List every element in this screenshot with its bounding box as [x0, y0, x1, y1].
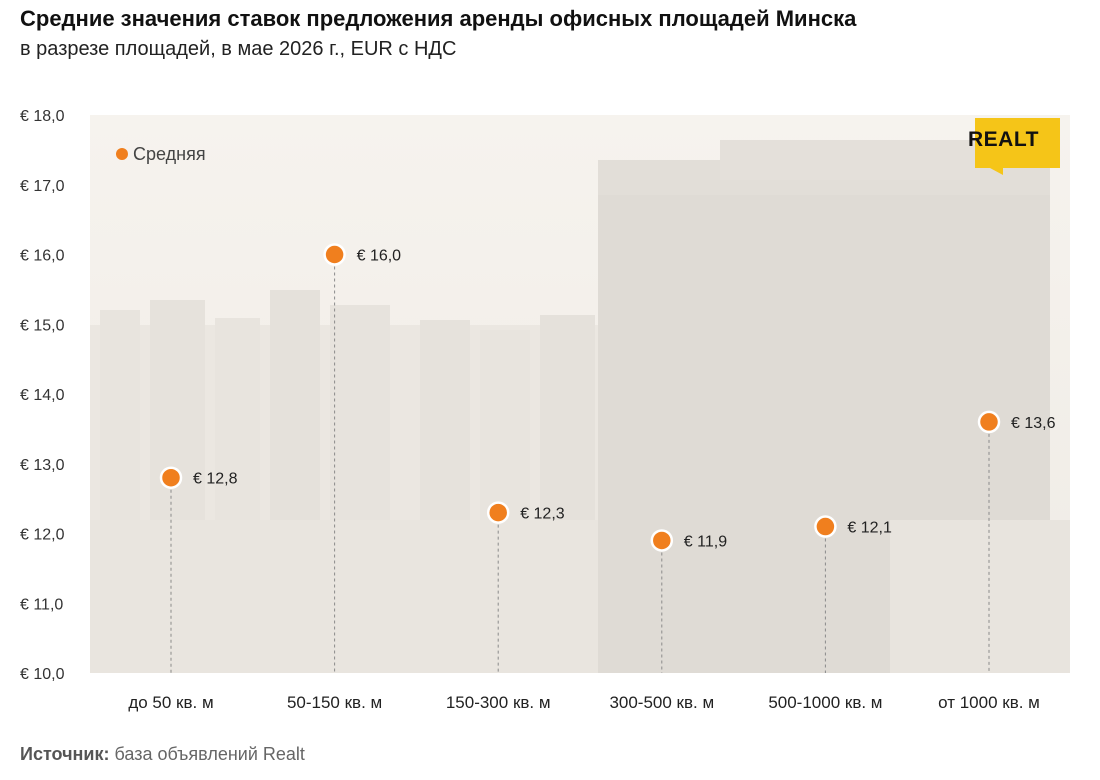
- data-label: € 12,8: [193, 471, 238, 488]
- x-tick-label: 500-1000 кв. м: [768, 693, 882, 712]
- background-photo: [90, 115, 1070, 673]
- logo-text: REALT: [968, 128, 1039, 151]
- data-point: [159, 466, 183, 489]
- x-tick-label: 150-300 кв. м: [446, 693, 551, 712]
- y-tick-label: € 13,0: [20, 457, 65, 474]
- data-points: [159, 243, 1001, 552]
- data-label: € 16,0: [357, 248, 402, 265]
- data-point: [486, 501, 510, 524]
- legend: Средняя: [116, 144, 206, 164]
- x-tick-label: от 1000 кв. м: [938, 693, 1040, 712]
- data-point: [977, 410, 1001, 434]
- y-tick-label: € 12,0: [20, 527, 65, 544]
- data-label: € 12,1: [847, 520, 892, 537]
- source-text: база объявлений Realt: [114, 744, 305, 764]
- chart-title: Средние значения ставок предложения арен…: [20, 6, 857, 31]
- logo-badge-shape: [975, 118, 1060, 175]
- y-tick-label: € 14,0: [20, 387, 65, 404]
- y-tick-label: € 17,0: [20, 178, 65, 195]
- data-point: [650, 529, 674, 552]
- x-tick-label: 300-500 кв. м: [609, 693, 714, 712]
- source-note: Источник: база объявлений Realt: [20, 744, 305, 765]
- data-label: € 12,3: [520, 506, 565, 523]
- y-axis: € 10,0 € 11,0 € 12,0 € 13,0 € 14,0 € 15,0 € 16…: [20, 108, 65, 683]
- data-point: [323, 243, 346, 266]
- chart-subtitle: в разрезе площадей, в мае 2026 г., EUR с…: [20, 38, 457, 60]
- legend-marker: [116, 148, 128, 160]
- y-tick-label: € 10,0: [20, 666, 65, 683]
- x-axis: до 50 кв. м 50-150 кв. м 150-300 кв. м 300-…: [128, 693, 1040, 712]
- legend-label: Средняя: [133, 144, 206, 164]
- data-label: € 13,6: [1011, 415, 1056, 432]
- data-point: [814, 515, 837, 538]
- y-tick-label: € 18,0: [20, 108, 65, 125]
- x-tick-label: до 50 кв. м: [128, 693, 213, 712]
- y-tick-label: € 15,0: [20, 317, 65, 334]
- source-label: Источник:: [20, 744, 110, 764]
- data-label: € 11,9: [684, 533, 727, 550]
- x-tick-label: 50-150 кв. м: [287, 693, 382, 712]
- data-labels: € 12,8 € 16,0 € 12,3 € 11,9 € 12,1 € 13,6: [193, 248, 1056, 551]
- realt-logo: REALT: [968, 118, 1060, 175]
- y-tick-label: € 11,0: [20, 596, 63, 613]
- y-tick-label: € 16,0: [20, 248, 65, 265]
- drop-lines: [170, 254, 990, 673]
